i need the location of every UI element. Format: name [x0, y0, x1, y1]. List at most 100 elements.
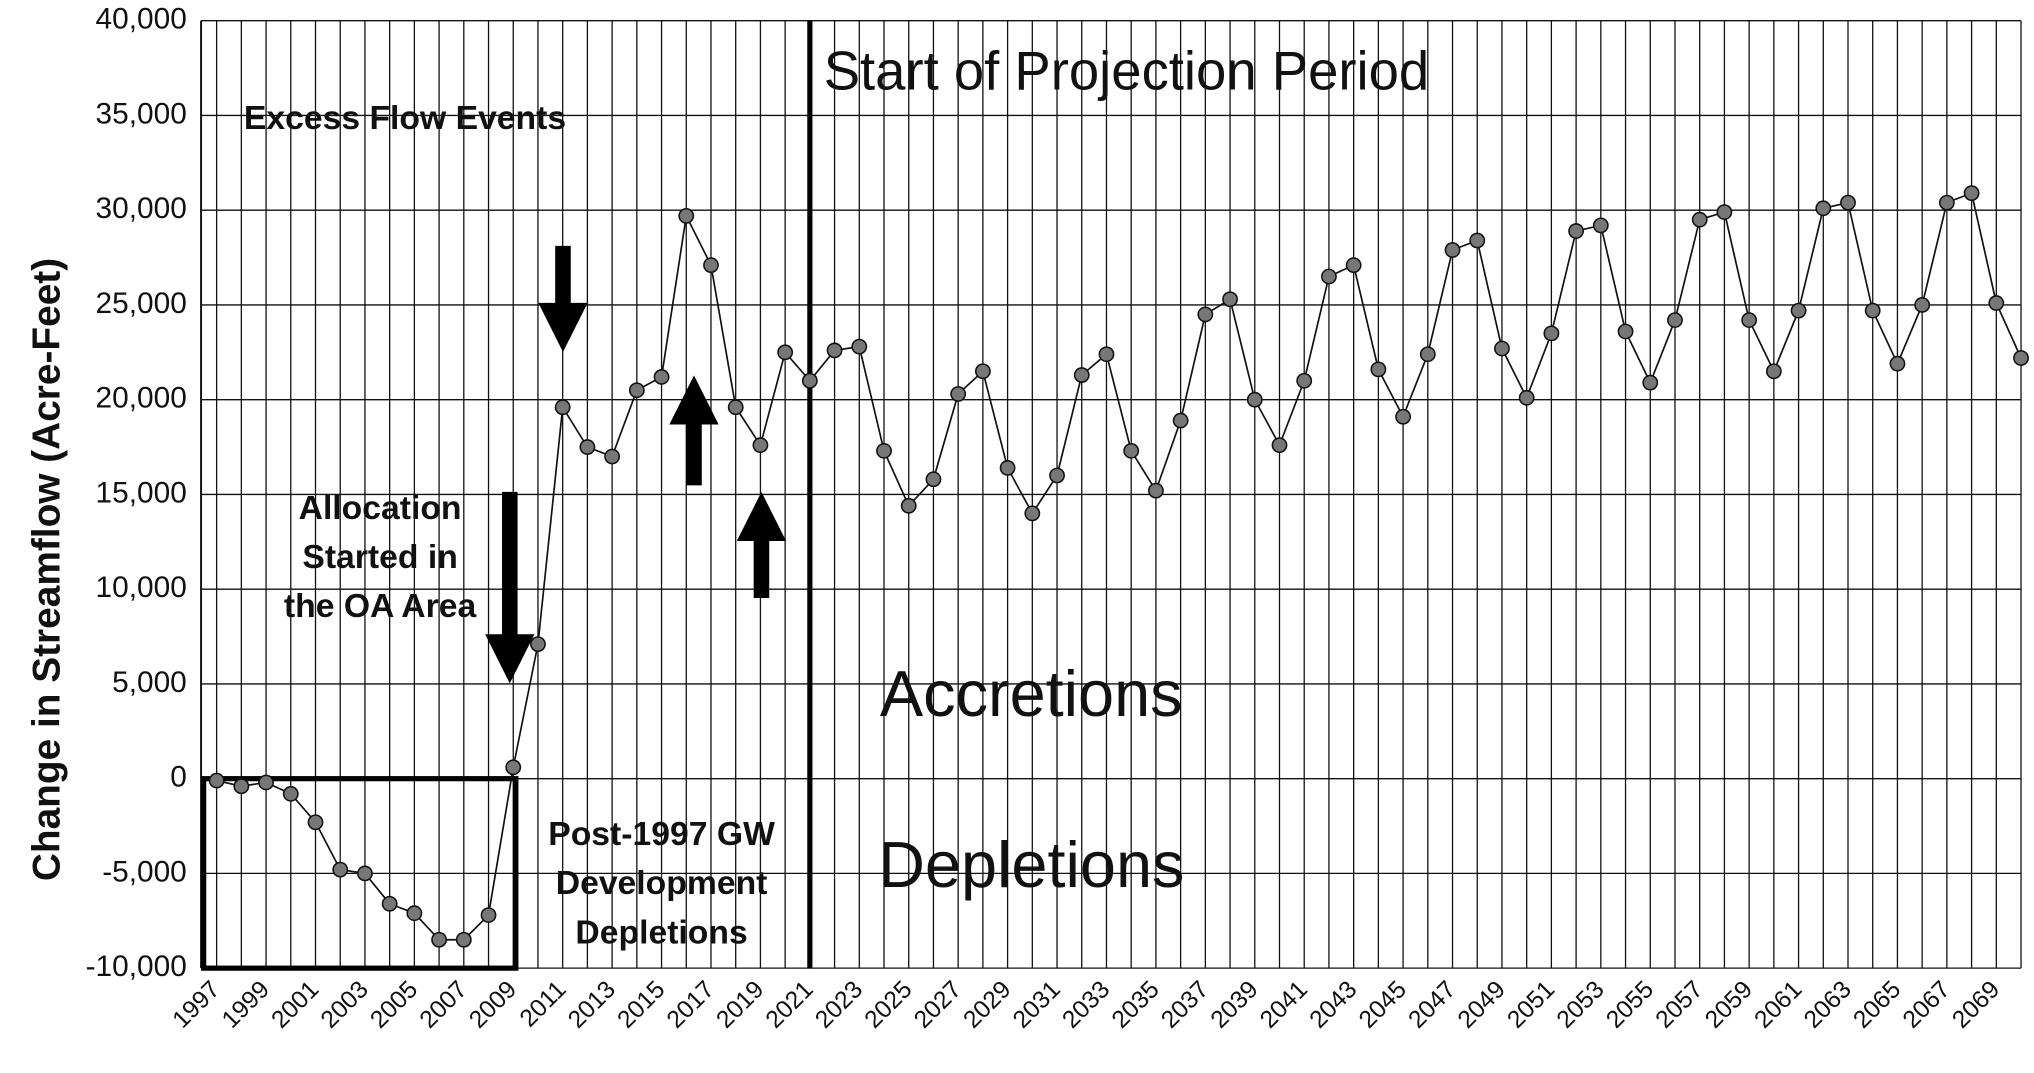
annotation: Depletions [878, 828, 1184, 901]
data-point [1691, 211, 1708, 228]
y-tick-label: 0 [170, 761, 187, 794]
data-point [1098, 346, 1115, 363]
data-point [1049, 467, 1065, 484]
x-tick-label: 2001 [266, 976, 324, 1034]
y-tick-label: 20,000 [96, 382, 187, 415]
arrow [485, 491, 535, 684]
y-axis-label: Change in Streamflow (Acre-Feet) [26, 258, 69, 881]
x-tick-label: 2063 [1799, 976, 1857, 1034]
x-tick-label: 2015 [613, 976, 671, 1034]
x-tick-label: 2027 [909, 976, 967, 1034]
x-tick-label: 1997 [168, 976, 226, 1034]
data-point [604, 448, 621, 465]
x-tick-label: 2051 [1502, 976, 1560, 1034]
data-point [1642, 374, 1659, 391]
annotation: Post-1997 GW [548, 816, 775, 853]
x-tick-label: 2009 [464, 976, 522, 1034]
data-point [1592, 217, 1609, 234]
data-point [1321, 268, 1337, 285]
data-point [1840, 194, 1856, 211]
data-point [974, 363, 991, 380]
data-point [332, 861, 349, 878]
annotation: Allocation [299, 490, 462, 527]
data-point [1938, 194, 1955, 211]
data-point [431, 931, 448, 948]
annotation: Started in [302, 539, 457, 576]
data-point [1197, 306, 1214, 323]
data-point [1864, 302, 1881, 319]
data-point [1419, 346, 1436, 363]
data-point [653, 369, 670, 385]
data-point [925, 471, 942, 488]
x-tick-label: 2043 [1305, 976, 1363, 1034]
data-point [579, 439, 596, 455]
x-tick-label: 2045 [1354, 976, 1412, 1034]
x-tick-label: 2003 [316, 976, 374, 1034]
x-tick-label: 1999 [217, 976, 275, 1034]
data-point [1024, 505, 1041, 522]
annotation: the OA Area [284, 588, 477, 625]
x-tick-label: 2017 [662, 976, 720, 1034]
data-point [381, 895, 398, 912]
data-point [1073, 367, 1090, 383]
x-tick-label: 2031 [1008, 976, 1066, 1034]
data-point [1246, 391, 1263, 408]
y-tick-label: 15,000 [96, 476, 187, 509]
data-point [1963, 185, 1980, 202]
x-tick-label: 2019 [711, 976, 769, 1034]
data-point [826, 342, 843, 359]
y-tick-label: 10,000 [96, 571, 187, 604]
data-point [777, 344, 794, 361]
data-point [1741, 312, 1758, 328]
data-point [999, 460, 1016, 476]
data-point [2013, 350, 2029, 366]
annotation: Depletions [575, 914, 747, 951]
data-point [1667, 312, 1683, 328]
x-tick-label: 2067 [1898, 976, 1956, 1034]
data-point [628, 382, 645, 399]
x-tick-label: 2035 [1107, 976, 1165, 1034]
y-tick-label: 25,000 [96, 287, 187, 320]
x-tick-label: 2055 [1601, 976, 1659, 1034]
x-tick-label: 2005 [365, 976, 423, 1034]
data-point [1568, 223, 1585, 239]
x-tick-label: 2053 [1552, 976, 1610, 1034]
data-point [233, 778, 250, 795]
data-point [1815, 200, 1832, 217]
annotation: Accretions [880, 657, 1183, 730]
data-point [1123, 442, 1140, 459]
x-tick-label: 2061 [1750, 976, 1808, 1034]
data-point [1494, 340, 1510, 357]
data-point [1543, 325, 1560, 342]
annotation: Start of Projection Period [824, 40, 1429, 101]
y-tick-label: -10,000 [86, 950, 187, 983]
x-tick-label: 2041 [1255, 976, 1313, 1034]
data-point [258, 774, 274, 791]
x-tick-label: 2069 [1947, 976, 2005, 1034]
data-point [752, 437, 769, 454]
data-point [1469, 232, 1486, 249]
y-tick-label: 35,000 [96, 97, 187, 130]
data-point [1271, 437, 1288, 454]
data-point [950, 386, 967, 402]
data-point [1914, 297, 1931, 313]
x-tick-label: 2039 [1206, 976, 1264, 1034]
data-point [876, 442, 892, 459]
data-point [480, 907, 497, 923]
y-tick-label: 5,000 [112, 666, 187, 699]
x-tick-label: 2033 [1057, 976, 1115, 1034]
data-point [1518, 389, 1535, 406]
x-tick-label: 2025 [860, 976, 918, 1034]
data-point [1765, 363, 1782, 380]
data-point [530, 636, 546, 653]
data-point [727, 399, 744, 416]
y-tick-label: 40,000 [96, 3, 187, 36]
data-point [900, 497, 917, 514]
data-point [208, 772, 225, 789]
data-point [1988, 295, 2005, 311]
data-point [1222, 291, 1238, 308]
y-tick-label: -5,000 [102, 855, 187, 888]
data-point [1790, 302, 1807, 319]
x-tick-label: 2047 [1403, 976, 1461, 1034]
